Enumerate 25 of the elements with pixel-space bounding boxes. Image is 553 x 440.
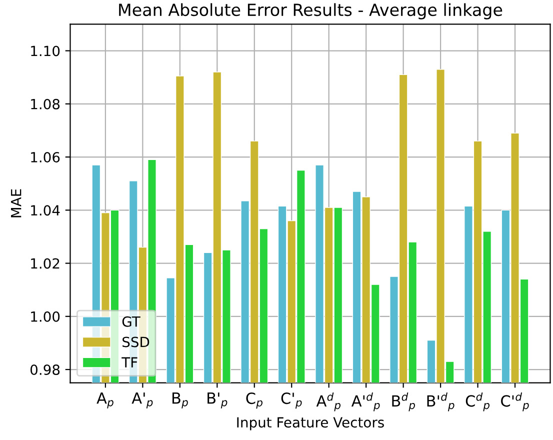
x-tick-label: A$^{d}$$_{p}$	[316, 392, 340, 412]
x-tick-label: B'$_{p}$	[208, 392, 228, 408]
x-tick-label: B$_{p}$	[172, 392, 188, 408]
x-tick-label: A$_{p}$	[96, 392, 114, 408]
x-tick-label: C'$_{p}$	[281, 392, 302, 409]
y-tick-label: 1.04	[31, 205, 60, 216]
y-tick-label: 1.10	[31, 46, 60, 56]
y-tick-label: 1.02	[31, 258, 60, 269]
x-tick-label: B$^{d}$$_{p}$	[392, 392, 415, 412]
x-tick-label: B'$^{d}$$_{p}$	[427, 392, 454, 412]
x-axis-title: Input Feature Vectors	[237, 417, 384, 430]
y-tick-label: 1.00	[31, 311, 60, 322]
y-axis-title: MAE	[11, 189, 22, 218]
x-tick-label: C$_{p}$	[246, 392, 262, 409]
y-tick-label: 0.98	[30, 364, 60, 375]
legend-label: GT	[122, 316, 140, 327]
y-tick-label: 1.08	[31, 98, 60, 110]
chart-title: Mean Absolute Error Results - Average linkage	[119, 3, 502, 20]
x-tick-label: A'$_{p}$	[132, 392, 153, 408]
legend-label: SSD	[122, 336, 150, 348]
x-tick-label: C$^{d}$$_{p}$	[466, 392, 490, 412]
y-tick-label: 1.06	[31, 152, 60, 162]
x-tick-label: A'$^{d}$$_{p}$	[351, 392, 380, 412]
legend-label: TF	[122, 357, 138, 368]
x-tick-label: C'$^{d}$$_{p}$	[501, 392, 529, 412]
